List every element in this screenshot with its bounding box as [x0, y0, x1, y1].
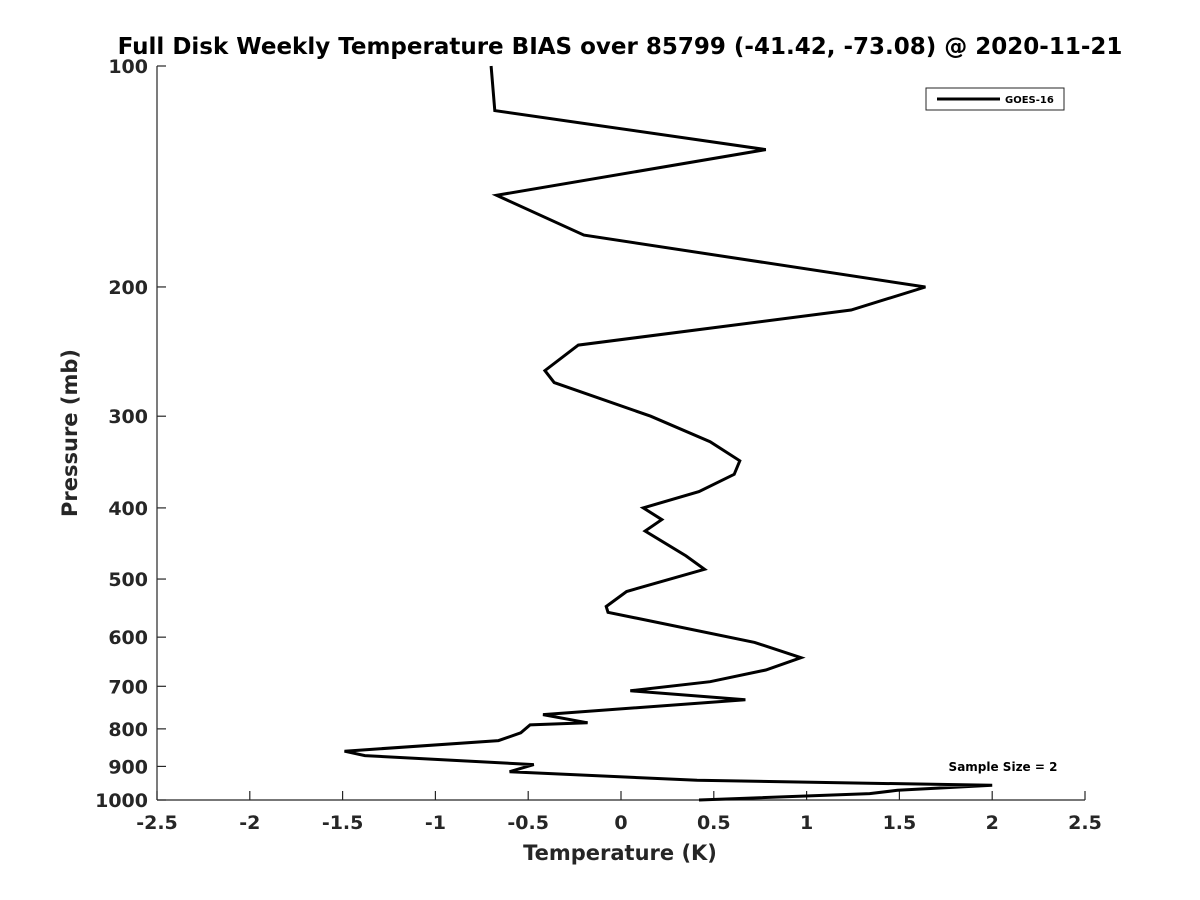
y-axis-label: Pressure (mb): [58, 349, 82, 517]
y-tick-label: 200: [108, 277, 148, 299]
x-tick-label: 2: [986, 812, 999, 834]
chart-title: Full Disk Weekly Temperature BIAS over 8…: [118, 34, 1123, 60]
x-axis-label: Temperature (K): [523, 841, 717, 865]
x-tick-label: 2.5: [1068, 812, 1102, 834]
y-tick-label: 900: [108, 756, 148, 778]
y-tick-label: 500: [108, 569, 148, 591]
y-tick-label: 600: [108, 627, 148, 649]
y-tick-label: 400: [108, 498, 148, 520]
x-tick-label: -1: [425, 812, 446, 834]
x-tick-label: -1.5: [322, 812, 364, 834]
series-line-goes-16: [344, 65, 993, 802]
x-tick-label: 1: [800, 812, 813, 834]
y-tick-label: 100: [108, 56, 148, 78]
x-tick-label: 0.5: [697, 812, 731, 834]
x-tick-label: 1.5: [883, 812, 917, 834]
legend: GOES-16: [925, 87, 1065, 111]
y-tick-label: 1000: [95, 790, 148, 812]
y-tick-label: 700: [108, 676, 148, 698]
sample-size-annotation: Sample Size = 2: [949, 760, 1058, 774]
y-tick-label: 300: [108, 406, 148, 428]
x-tick-label: 0: [614, 812, 627, 834]
x-tick-label: -2.5: [136, 812, 178, 834]
axes: -2.5 -2 -1.5 -1 -0.5 0 0.5 1 1.5 2 2.5 100 200 300 400…: [95, 56, 1102, 834]
x-tick-label: -0.5: [507, 812, 549, 834]
y-tick-label: 800: [108, 719, 148, 741]
x-tick-label: -2: [239, 812, 260, 834]
data-marks: [344, 65, 993, 802]
legend-label: GOES-16: [1005, 95, 1054, 106]
